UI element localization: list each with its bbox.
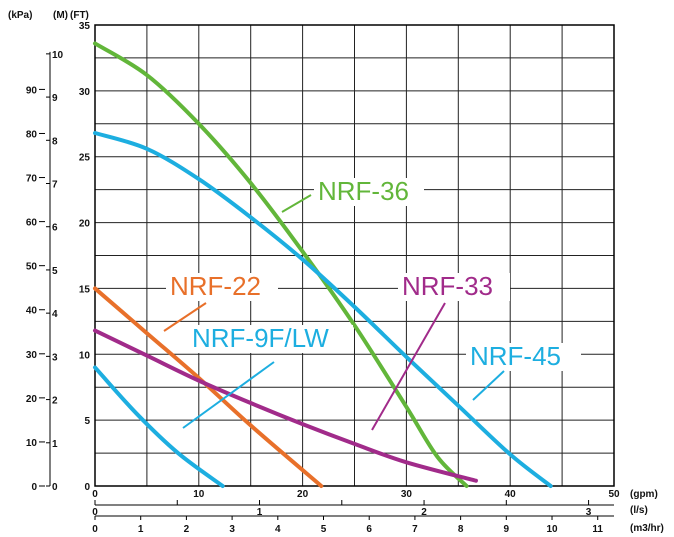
tick-label-m: 7 bbox=[52, 180, 58, 191]
tick-label-m3hr: 6 bbox=[366, 524, 372, 535]
unit-m-label: (M) bbox=[53, 10, 68, 21]
tick-label-gpm: 40 bbox=[505, 489, 517, 500]
tick-label-m: 10 bbox=[52, 50, 64, 61]
tick-label-m3hr: 7 bbox=[412, 524, 418, 535]
tick-label-m: 8 bbox=[52, 136, 58, 147]
tick-label-m3hr: 0 bbox=[92, 524, 98, 535]
tick-label-m: 2 bbox=[52, 396, 58, 407]
curve-label-nrf-33: NRF-33 bbox=[402, 271, 493, 301]
series-line-nrf-22 bbox=[93, 286, 324, 488]
unit-ls-label: (l/s) bbox=[630, 505, 648, 516]
tick-label-gpm: 30 bbox=[401, 489, 413, 500]
tick-label-ls: 3 bbox=[586, 507, 592, 518]
unit-gpm-label: (gpm) bbox=[630, 489, 658, 500]
tick-label-ft: 5 bbox=[84, 416, 90, 427]
label-bg-nrf-9f-lw bbox=[188, 325, 353, 353]
tick-label-m: 5 bbox=[52, 266, 58, 277]
tick-label-m3hr: 10 bbox=[546, 524, 558, 535]
tick-label-gpm: 20 bbox=[297, 489, 309, 500]
tick-label-m: 0 bbox=[52, 482, 58, 493]
chart-curve-labels: NRF-36 NRF-22 NRF-33 NRF-9F/LW NRF-45 bbox=[163, 176, 581, 431]
tick-label-ls: 1 bbox=[257, 507, 263, 518]
curve-label-nrf-36: NRF-36 bbox=[318, 176, 409, 206]
tick-label-m3hr: 4 bbox=[275, 524, 281, 535]
tick-label-ft: 35 bbox=[79, 21, 91, 32]
series-line-nrf-33 bbox=[93, 328, 478, 483]
label-leader-nrf-33 bbox=[371, 302, 446, 431]
tick-label-kpa: 70 bbox=[26, 174, 38, 185]
tick-label-m3hr: 5 bbox=[321, 524, 327, 535]
unit-m3hr-label: (m3/hr) bbox=[630, 523, 664, 534]
tick-label-m3hr: 3 bbox=[229, 524, 235, 535]
label-leader-nrf-36 bbox=[281, 194, 312, 213]
tick-label-ls: 2 bbox=[421, 507, 427, 518]
tick-label-kpa: 60 bbox=[26, 218, 38, 229]
tick-label-gpm: 0 bbox=[92, 489, 98, 500]
tick-label-m: 9 bbox=[52, 93, 58, 104]
unit-ft-label: (FT) bbox=[70, 10, 89, 21]
tick-label-m: 4 bbox=[52, 309, 58, 320]
tick-label-kpa: 10 bbox=[26, 438, 38, 449]
chart-series bbox=[93, 41, 553, 488]
series-line-nrf-9f-lw bbox=[93, 365, 225, 488]
curve-label-nrf-45: NRF-45 bbox=[470, 341, 561, 371]
label-bg-nrf-33 bbox=[398, 273, 510, 301]
tick-label-m3hr: 11 bbox=[592, 524, 603, 535]
series-line-nrf-36 bbox=[93, 41, 469, 488]
tick-label-ft: 0 bbox=[84, 482, 90, 493]
tick-label-gpm: 50 bbox=[608, 489, 620, 500]
tick-label-kpa: 90 bbox=[26, 85, 38, 96]
label-bg-nrf-36 bbox=[314, 178, 424, 206]
tick-label-ft: 10 bbox=[79, 350, 91, 361]
tick-label-kpa: 50 bbox=[26, 262, 38, 273]
tick-label-m3hr: 8 bbox=[458, 524, 464, 535]
tick-label-m: 3 bbox=[52, 352, 58, 363]
tick-label-m3hr: 1 bbox=[138, 524, 144, 535]
tick-label-m: 6 bbox=[52, 223, 58, 234]
tick-label-kpa: 0 bbox=[31, 482, 37, 493]
curve-label-nrf-9f-lw: NRF-9F/LW bbox=[192, 323, 329, 353]
chart-axes: 0510152025303501234567891001020304050607… bbox=[26, 21, 620, 535]
tick-label-ft: 20 bbox=[79, 219, 91, 230]
tick-label-ft: 25 bbox=[79, 153, 91, 164]
tick-label-kpa: 20 bbox=[26, 394, 38, 405]
tick-label-ft: 15 bbox=[79, 284, 91, 295]
tick-label-m: 1 bbox=[52, 439, 58, 450]
label-bg-nrf-22 bbox=[166, 273, 278, 301]
tick-label-kpa: 40 bbox=[26, 306, 38, 317]
plot-frame bbox=[94, 24, 615, 487]
unit-kpa-label: (kPa) bbox=[8, 10, 32, 21]
label-leader-nrf-45 bbox=[472, 370, 505, 401]
chart-grid bbox=[94, 24, 615, 487]
tick-label-ft: 30 bbox=[79, 87, 91, 98]
tick-label-kpa: 80 bbox=[26, 129, 38, 140]
tick-label-gpm: 10 bbox=[193, 489, 205, 500]
tick-label-ls: 0 bbox=[92, 507, 98, 518]
series-line-nrf-45 bbox=[93, 131, 553, 488]
tick-label-m3hr: 9 bbox=[504, 524, 510, 535]
label-bg-nrf-45 bbox=[466, 343, 581, 371]
label-leader-nrf-9f-lw bbox=[182, 361, 275, 429]
tick-label-kpa: 30 bbox=[26, 350, 38, 361]
label-leader-nrf-22 bbox=[163, 302, 207, 332]
tick-label-m3hr: 2 bbox=[184, 524, 190, 535]
curve-label-nrf-22: NRF-22 bbox=[170, 271, 261, 301]
